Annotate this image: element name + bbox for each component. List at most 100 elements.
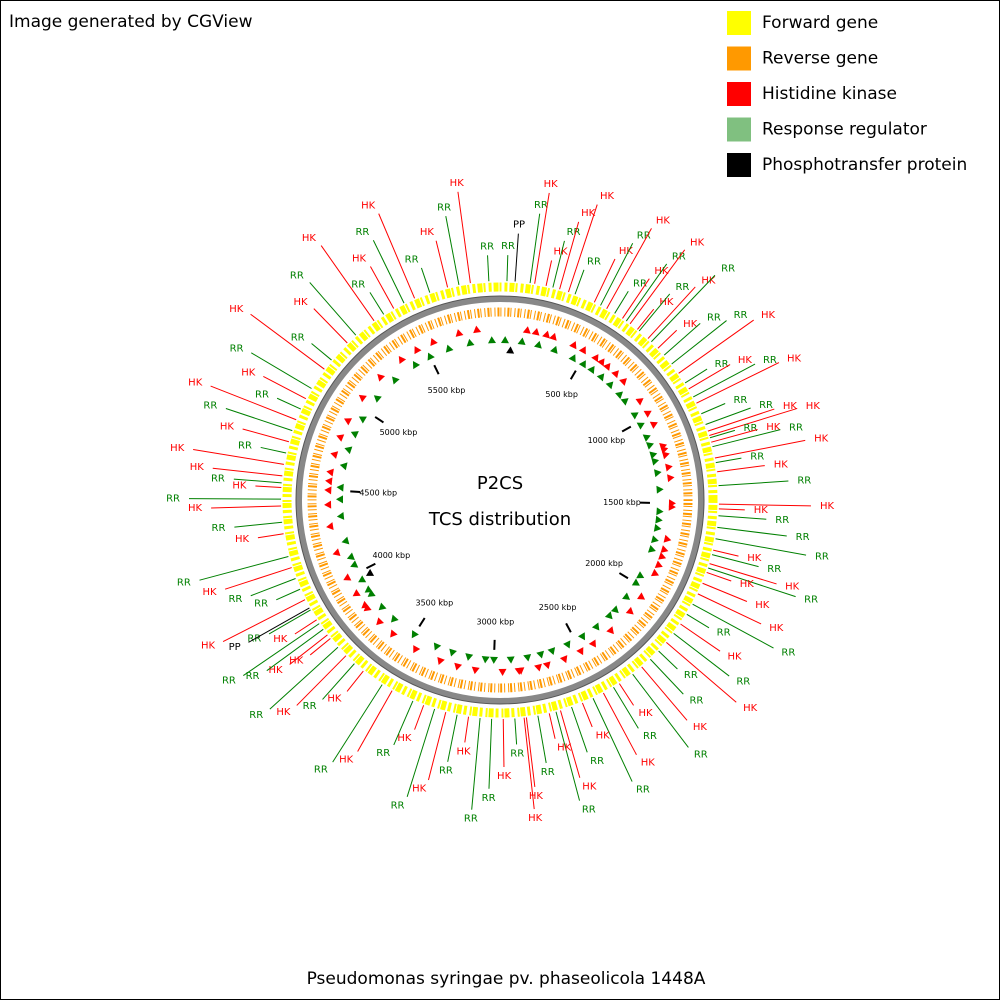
feature-marker [390,614,399,623]
feature-line [269,646,339,710]
feature-line [370,266,395,309]
scale-tick [618,572,629,580]
feature-label: HK [785,582,800,593]
feature-line [717,526,787,537]
feature-line [248,607,310,643]
feature-marker [569,341,577,350]
feature-line [673,633,730,677]
feature-line [680,623,721,652]
feature-label: RR [796,532,810,543]
feature-label: HK [327,693,342,704]
feature-marker [649,451,658,460]
feature-line [445,216,460,285]
feature-label: RR [763,355,777,366]
feature-marker [449,648,457,657]
scale-tick [365,562,376,570]
header-title: Image generated by CGView [9,12,253,32]
feature-marker [534,340,542,349]
feature-line [289,634,328,665]
feature-line [718,480,789,487]
feature-marker [325,477,333,486]
feature-line [552,240,565,288]
feature-label: RR [290,271,304,282]
feature-marker [563,640,571,649]
scale-tick-label: 1000 kbp [588,436,626,445]
feature-line [641,666,688,721]
center-title: P2CS [477,473,523,494]
feature-label: HK [544,179,559,190]
feature-line [709,407,798,436]
feature-marker [536,650,545,659]
feature-marker [636,571,645,579]
feature-marker [324,486,332,495]
feature-line [243,623,320,676]
feature-marker [596,373,605,382]
legend-swatch [727,117,751,142]
feature-marker [654,560,663,568]
feature-label: HK [581,208,596,219]
feature-marker [591,622,600,631]
feature-line [233,478,282,484]
feature-line [457,191,471,284]
feature-label: RR [291,333,305,344]
feature-line [602,692,637,755]
feature-line [260,446,287,454]
feature-line [593,258,616,303]
feature-label: RR [351,280,365,291]
feature-label: RR [222,676,236,687]
feature-label: HK [412,784,427,795]
legend-swatch [727,11,751,35]
feature-marker [350,431,359,439]
scale-tick [433,364,440,375]
feature-line [211,505,282,509]
feature-line [534,192,550,284]
center-subtitle: TCS distribution [428,509,571,530]
feature-marker [336,511,345,520]
feature-marker [490,656,499,664]
feature-marker [622,592,631,600]
feature-label: RR [355,227,369,238]
footer-caption: Pseudomonas syringae pv. phaseolicola 14… [307,969,706,989]
feature-label: RR [437,202,451,213]
legend-label: Reverse gene [762,49,878,69]
feature-line [693,363,756,398]
scale-tick-label: 4500 kbp [359,489,397,498]
feature-line [420,267,431,293]
feature-label: RR [230,343,244,354]
feature-label: HK [582,781,597,792]
feature-line [702,582,748,602]
feature-marker [656,485,664,494]
feature-marker [568,354,576,363]
feature-label: HK [814,434,829,445]
feature-line [712,429,781,448]
feature-label: RR [804,594,818,605]
feature-label: HK [293,297,308,308]
feature-label: RR [391,800,405,811]
feature-marker [414,346,422,355]
feature-label: HK [241,367,256,378]
feature-label: HK [420,227,435,238]
feature-label: HK [747,553,762,564]
feature-line [560,710,581,778]
feature-marker [606,626,614,635]
feature-line [688,364,731,390]
feature-marker [643,410,652,418]
feature-line [613,687,639,729]
feature-line [322,663,355,700]
feature-marker [658,552,667,560]
feature-marker [363,603,372,612]
feature-line [714,439,806,459]
feature-label: HK [273,634,288,645]
feature-marker [352,589,361,597]
feature-marker [350,560,359,568]
feature-marker [498,668,507,676]
feature-marker [445,344,454,353]
feature-marker [412,361,421,370]
feature-line [638,293,671,332]
feature-marker [660,545,669,553]
feature-marker [517,337,526,346]
feature-marker [559,655,568,664]
scale-tick-label: 1500 kbp [603,498,641,507]
feature-line [210,385,297,421]
feature-label: RR [439,766,453,777]
